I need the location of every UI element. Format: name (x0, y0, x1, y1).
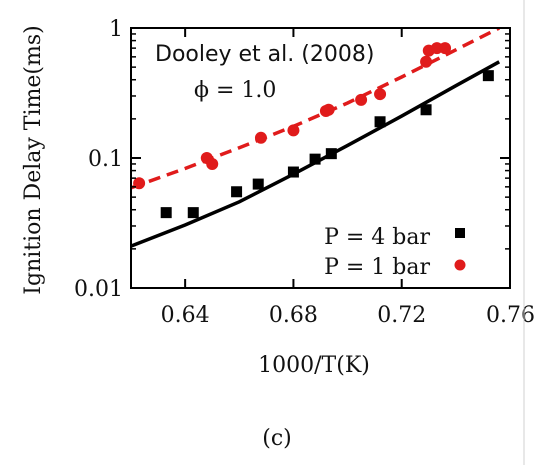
legend-marker-4bar (455, 228, 465, 238)
legend-marker-1bar (454, 259, 466, 271)
data-point-4bar (187, 207, 199, 219)
annotation-phi: ϕ = 1.0 (194, 78, 276, 103)
x-tick-label: 0.76 (486, 303, 535, 328)
x-tick-label: 0.68 (269, 303, 318, 328)
x-tick-label: 0.72 (377, 303, 426, 328)
data-point-1bar (133, 177, 146, 190)
data-point-1bar (439, 42, 452, 55)
data-point-1bar (374, 88, 387, 101)
data-point-1bar (420, 55, 433, 68)
data-point-1bar (254, 131, 267, 144)
data-point-4bar (325, 148, 337, 160)
legend: P = 4 bar P = 1 bar (324, 225, 466, 280)
data-point-4bar (309, 153, 321, 165)
data-point-4bar (160, 207, 172, 219)
data-point-4bar (420, 104, 432, 116)
figure-caption: (c) (262, 426, 292, 451)
data-point-1bar (322, 103, 335, 116)
data-point-1bar (287, 124, 300, 137)
fit-line-1bar (131, 28, 500, 190)
y-tick-label: 0.1 (88, 147, 123, 172)
data-point-4bar (374, 116, 386, 128)
legend-label-4bar: P = 4 bar (324, 225, 430, 250)
data-point-4bar (231, 186, 243, 198)
x-axis-label: 1000/T(K) (258, 353, 370, 378)
y-tick-label: 1 (109, 17, 123, 42)
data-point-1bar (355, 93, 368, 106)
data-point-4bar (252, 178, 264, 190)
legend-label-1bar: P = 1 bar (324, 255, 430, 280)
axis-ticks: 0.64 0.68 0.72 0.76 0.01 0.1 1 (74, 17, 535, 328)
data-markers (133, 42, 494, 219)
data-point-4bar (287, 166, 299, 178)
data-point-4bar (482, 70, 494, 82)
data-point-1bar (206, 157, 219, 170)
annotation-source: Dooley et al. (2008) (155, 42, 374, 67)
x-tick-label: 0.64 (161, 303, 210, 328)
y-axis-label: Ignition Delay Time(ms) (21, 25, 46, 294)
y-tick-label: 0.01 (74, 277, 123, 302)
